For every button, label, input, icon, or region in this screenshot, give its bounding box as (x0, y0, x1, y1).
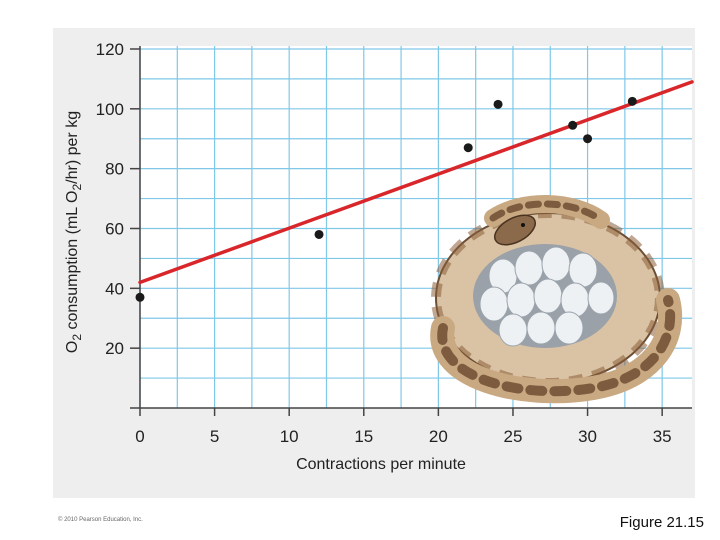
x-tick-label: 25 (504, 427, 523, 446)
data-point (568, 120, 578, 130)
axes (130, 46, 692, 416)
trendline (138, 80, 694, 285)
x-tick-label: 20 (429, 427, 448, 446)
y-tick-label: 40 (105, 279, 124, 298)
y-tick-label: 80 (105, 160, 124, 179)
data-point (135, 292, 145, 302)
y-tick-label: 100 (96, 100, 124, 119)
y-tick-label: 60 (105, 219, 124, 238)
data-point (583, 134, 593, 144)
tick-labels: 20 40 60 80 100 120 0 5 10 15 20 25 30 35 (96, 40, 672, 446)
y-axis-label: O2 consumption (mL O2/hr) per kg (64, 111, 84, 353)
copyright-credit: © 2010 Pearson Education, Inc. (58, 517, 143, 523)
x-tick-label: 10 (280, 427, 299, 446)
figure-caption: Figure 21.15 (619, 514, 704, 531)
x-tick-label: 15 (354, 427, 373, 446)
x-tick-label: 5 (210, 427, 219, 446)
y-axis-label-text: O2 consumption (mL O2/hr) per kg (64, 111, 84, 353)
y-tick-label: 20 (105, 339, 124, 358)
data-point (493, 99, 503, 109)
data-point (627, 96, 637, 106)
y-tick-label: 120 (96, 40, 124, 59)
figure-panel: 20 40 60 80 100 120 0 5 10 15 20 25 30 35 Contraction… (53, 28, 695, 498)
x-tick-label: 0 (135, 427, 144, 446)
x-tick-label: 35 (653, 427, 672, 446)
data-points (135, 96, 637, 302)
x-tick-label: 30 (578, 427, 597, 446)
python-coiled-on-eggs-icon (430, 194, 683, 404)
data-point (314, 229, 324, 239)
data-point (463, 143, 473, 153)
x-axis-label: Contractions per minute (296, 456, 466, 473)
scatter-chart: 20 40 60 80 100 120 0 5 10 15 20 25 30 35 Contraction… (64, 40, 694, 473)
